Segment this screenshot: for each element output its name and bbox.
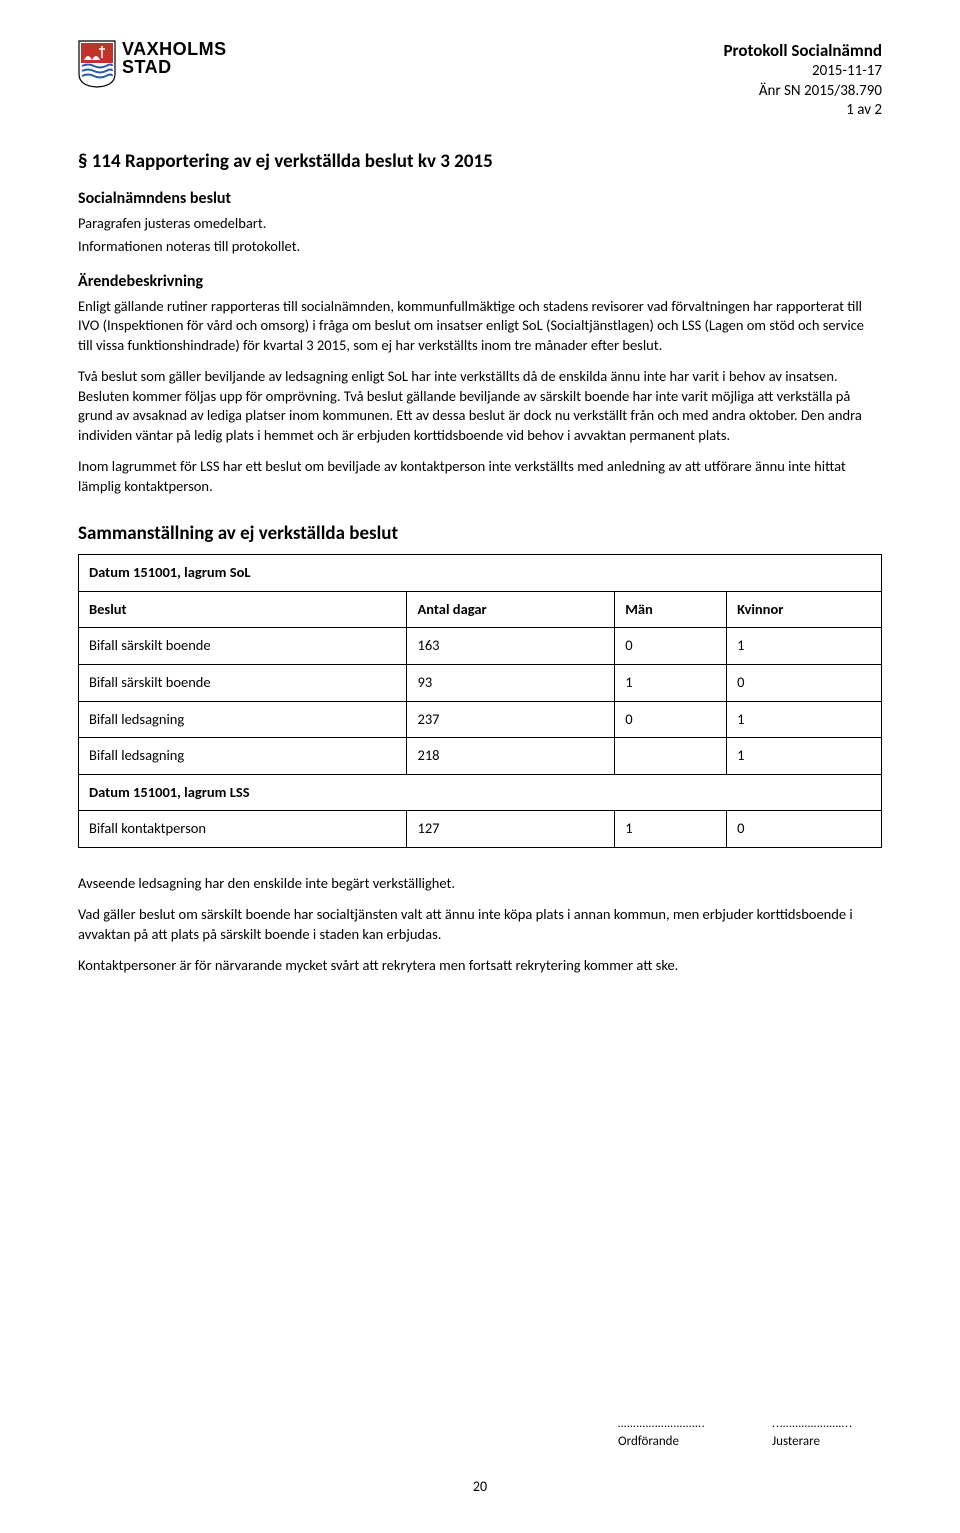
header: VAXHOLMS STAD Protokoll Socialnämnd 2015… xyxy=(78,40,882,121)
cell: 0 xyxy=(615,701,727,738)
cell: Bifall ledsagning xyxy=(79,738,407,775)
cell: 163 xyxy=(407,628,615,665)
p-arende: Enligt gällande rutiner rapporteras till… xyxy=(78,297,882,356)
brand-line1: VAXHOLMS xyxy=(122,40,227,58)
table-header-row: Beslut Antal dagar Män Kvinnor xyxy=(79,591,882,628)
main-heading: § 114 Rapportering av ej verkställda bes… xyxy=(78,149,882,175)
sig-justerare: ..………………….. Justerare xyxy=(772,1416,882,1450)
page: VAXHOLMS STAD Protokoll Socialnämnd 2015… xyxy=(0,0,960,1533)
meta-date: 2015-11-17 xyxy=(723,62,882,82)
logo-block: VAXHOLMS STAD xyxy=(78,40,227,88)
meta-ref: Änr SN 2015/38.790 xyxy=(723,82,882,102)
col-kvinnor: Kvinnor xyxy=(727,591,882,628)
sig-label-1: Ordförande xyxy=(618,1433,728,1451)
table-row: Bifall kontaktperson 127 1 0 xyxy=(79,811,882,848)
cell: 127 xyxy=(407,811,615,848)
table-section2: Datum 151001, lagrum LSS xyxy=(79,774,882,811)
cell: Bifall särskilt boende xyxy=(79,664,407,701)
table-row: Bifall ledsagning 237 0 1 xyxy=(79,701,882,738)
cell: 93 xyxy=(407,664,615,701)
cell: Bifall ledsagning xyxy=(79,701,407,738)
brand-line2: STAD xyxy=(122,58,227,76)
cell: 1 xyxy=(727,738,882,775)
meta-title: Protokoll Socialnämnd xyxy=(723,40,882,62)
sig-label-2: Justerare xyxy=(772,1433,882,1451)
p-body2: Inom lagrummet för LSS har ett beslut om… xyxy=(78,457,882,496)
cell: 0 xyxy=(727,664,882,701)
cell: 1 xyxy=(727,628,882,665)
summary-table: Datum 151001, lagrum SoL Beslut Antal da… xyxy=(78,554,882,848)
dots1: ………………………. xyxy=(618,1416,728,1432)
cell: 0 xyxy=(727,811,882,848)
footer: ………………………. Ordförande ..………………….. Juster… xyxy=(78,1416,882,1497)
table-row: Bifall särskilt boende 93 1 0 xyxy=(79,664,882,701)
cell: 1 xyxy=(727,701,882,738)
cell: 1 xyxy=(615,664,727,701)
section2-label: Datum 151001, lagrum LSS xyxy=(79,774,882,811)
col-beslut: Beslut xyxy=(79,591,407,628)
cell: Bifall särskilt boende xyxy=(79,628,407,665)
cell: 1 xyxy=(615,811,727,848)
p-after1: Avseende ledsagning har den enskilde int… xyxy=(78,874,882,894)
p-body1: Två beslut som gäller beviljande av leds… xyxy=(78,367,882,445)
meta-block: Protokoll Socialnämnd 2015-11-17 Änr SN … xyxy=(723,40,882,121)
signature-row: ………………………. Ordförande ..………………….. Juster… xyxy=(78,1416,882,1450)
cell xyxy=(615,738,727,775)
sig-ordforande: ………………………. Ordförande xyxy=(618,1416,728,1450)
subhead-arende: Ärendebeskrivning xyxy=(78,271,882,293)
cell: 237 xyxy=(407,701,615,738)
body-block: Två beslut som gäller beviljande av leds… xyxy=(78,367,882,496)
line-info: Informationen noteras till protokollet. xyxy=(78,237,882,257)
brand-text: VAXHOLMS STAD xyxy=(122,40,227,76)
table-section1: Datum 151001, lagrum SoL xyxy=(79,555,882,592)
meta-pages: 1 av 2 xyxy=(723,101,882,121)
subhead-beslut: Socialnämndens beslut xyxy=(78,188,882,210)
cell: 218 xyxy=(407,738,615,775)
section1-label: Datum 151001, lagrum SoL xyxy=(79,555,882,592)
line-paragraf: Paragrafen justeras omedelbart. xyxy=(78,214,882,234)
col-man: Män xyxy=(615,591,727,628)
col-dagar: Antal dagar xyxy=(407,591,615,628)
cell: 0 xyxy=(615,628,727,665)
cell: Bifall kontaktperson xyxy=(79,811,407,848)
p-after3: Kontaktpersoner är för närvarande mycket… xyxy=(78,956,882,976)
table-row: Bifall ledsagning 218 1 xyxy=(79,738,882,775)
table-row: Bifall särskilt boende 163 0 1 xyxy=(79,628,882,665)
crest-icon xyxy=(78,40,116,88)
page-number: 20 xyxy=(78,1478,882,1497)
dots2: ..………………….. xyxy=(772,1416,882,1432)
table-heading: Sammanställning av ej verkställda beslut xyxy=(78,521,882,547)
p-after2: Vad gäller beslut om särskilt boende har… xyxy=(78,905,882,944)
